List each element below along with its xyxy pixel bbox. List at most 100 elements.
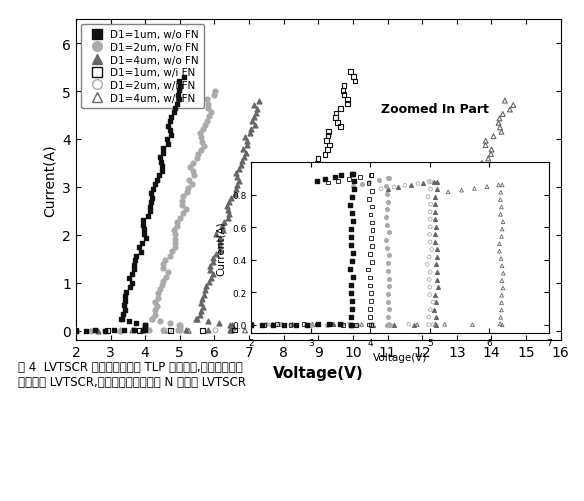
Point [432, 178, 442, 186]
Point [481, 142, 490, 150]
Point [357, 180, 366, 188]
Point [159, 145, 168, 153]
Point [404, 321, 413, 329]
Point [275, 274, 284, 282]
Point [409, 321, 419, 329]
Point [478, 168, 487, 176]
Point [383, 244, 392, 252]
Point [277, 321, 286, 329]
Point [163, 141, 172, 149]
Point [186, 164, 195, 172]
Point [218, 226, 227, 234]
Point [419, 180, 428, 188]
Point [138, 221, 147, 229]
Point [411, 215, 420, 223]
Point [430, 321, 439, 329]
Point [366, 290, 376, 298]
Point [338, 321, 347, 329]
Point [116, 315, 125, 323]
Point [384, 175, 393, 183]
Point [137, 239, 147, 247]
Text: 图 4  LVTSCR 不同基区宽度的 TLP 测试曲线,实心曲线为典
型结构的 LVTSCR,空心曲线为增加浮空 N 阱结的 LVTSCR: 图 4 LVTSCR 不同基区宽度的 TLP 测试曲线,实心曲线为典 型结构的 … [18, 361, 245, 389]
Point [206, 275, 215, 283]
Point [151, 311, 160, 319]
Point [293, 326, 302, 334]
Point [115, 327, 124, 335]
Point [348, 249, 357, 258]
Point [347, 305, 357, 313]
Point [196, 307, 206, 315]
Point [430, 289, 439, 297]
Point [404, 232, 413, 240]
Point [222, 202, 231, 210]
Point [226, 194, 235, 202]
Point [433, 284, 443, 292]
Point [385, 321, 395, 329]
Point [396, 235, 405, 243]
Point [140, 230, 149, 238]
Point [150, 181, 159, 189]
Point [200, 122, 209, 130]
Point [424, 293, 433, 301]
Point [313, 321, 322, 329]
Point [365, 282, 374, 290]
Point [432, 276, 442, 284]
Point [131, 319, 141, 327]
Text: Zoomed In Part: Zoomed In Part [381, 103, 489, 116]
Point [144, 326, 154, 334]
Point [154, 172, 164, 180]
Point [295, 321, 304, 329]
Point [342, 101, 352, 109]
Point [348, 274, 357, 282]
Point [324, 321, 333, 329]
Point [380, 266, 390, 274]
Point [484, 155, 493, 163]
Point [335, 123, 345, 131]
Point [246, 321, 256, 329]
Point [170, 227, 179, 235]
Point [352, 321, 361, 329]
Point [430, 271, 440, 279]
Point [189, 159, 198, 167]
Point [499, 270, 508, 278]
Point [430, 216, 440, 224]
Point [439, 179, 449, 187]
Point [440, 262, 450, 270]
Point [496, 255, 506, 263]
Point [425, 208, 434, 216]
Point [365, 313, 374, 321]
Point [141, 321, 150, 329]
Point [273, 270, 282, 278]
Point [71, 327, 81, 335]
Point [128, 327, 137, 335]
Point [383, 321, 392, 329]
Point [494, 181, 503, 189]
Point [456, 222, 465, 230]
Point [199, 303, 208, 311]
Point [232, 186, 241, 194]
Point [470, 324, 479, 332]
Point [173, 326, 183, 334]
Point [307, 196, 316, 204]
Point [383, 267, 392, 275]
Point [141, 234, 151, 242]
Point [432, 246, 442, 254]
Point [134, 243, 143, 252]
Point [364, 321, 374, 329]
Point [269, 321, 278, 329]
Point [336, 172, 346, 180]
Point [140, 321, 150, 329]
Point [197, 147, 206, 155]
Point [270, 306, 279, 314]
Point [261, 326, 270, 334]
Point [365, 274, 374, 282]
Point [357, 321, 366, 329]
Point [71, 327, 81, 335]
Point [130, 257, 140, 265]
Point [399, 242, 409, 250]
Point [193, 151, 203, 159]
Point [141, 324, 150, 332]
Point [171, 239, 180, 247]
Point [189, 168, 198, 176]
Point [432, 299, 441, 307]
